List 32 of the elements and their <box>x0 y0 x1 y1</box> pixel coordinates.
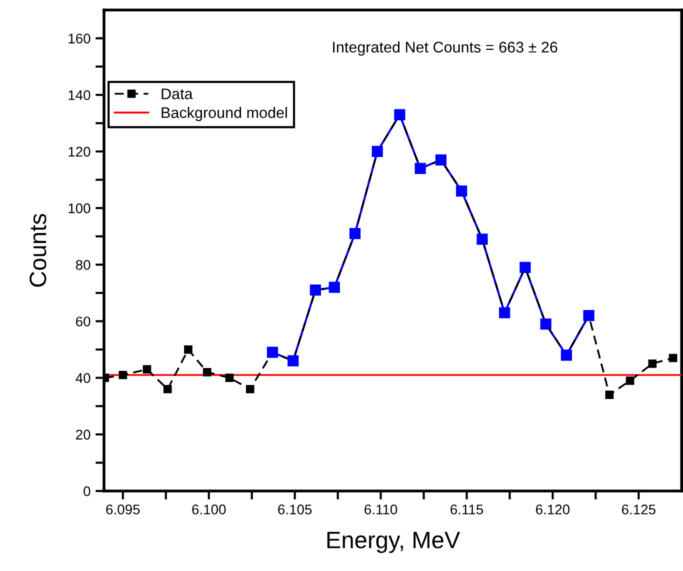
x-tick-label: 6.115 <box>450 504 484 514</box>
x-tick-label: 6.105 <box>278 504 312 514</box>
y-tick-label: 20 <box>76 430 90 440</box>
x-tick-label: 6.120 <box>536 504 570 514</box>
annotation: Integrated Net Counts = 663 ± 26 <box>333 41 558 56</box>
y-tick-label: 120 <box>68 146 90 157</box>
point <box>668 354 678 362</box>
y-tick-label: 80 <box>76 260 90 270</box>
x-tick-label: 6.100 <box>192 504 226 514</box>
y-tick-label: 60 <box>76 316 90 326</box>
point <box>648 360 657 368</box>
x-tick-label: 6.095 <box>106 504 140 514</box>
y-tick-label: 140 <box>68 90 90 100</box>
y-tick-label: 40 <box>76 373 90 383</box>
point <box>142 365 152 374</box>
point <box>163 384 172 394</box>
point <box>225 374 234 382</box>
point <box>246 384 254 394</box>
x-axis-title: Energy, MeV <box>327 532 460 554</box>
point <box>184 345 192 354</box>
y-tick-label: 100 <box>68 203 90 214</box>
point <box>202 368 212 376</box>
legend-label: Data <box>162 88 193 100</box>
point <box>626 376 634 385</box>
x-tick-label: 6.125 <box>622 504 656 514</box>
y-tick-label: 160 <box>68 34 90 44</box>
point <box>605 390 614 399</box>
y-tick-label: 0 <box>84 486 90 496</box>
legend-label: Background model <box>162 106 287 122</box>
y-axis-title: Counts <box>30 214 46 287</box>
point <box>118 370 128 380</box>
x-tick-label: 6.110 <box>364 504 398 514</box>
